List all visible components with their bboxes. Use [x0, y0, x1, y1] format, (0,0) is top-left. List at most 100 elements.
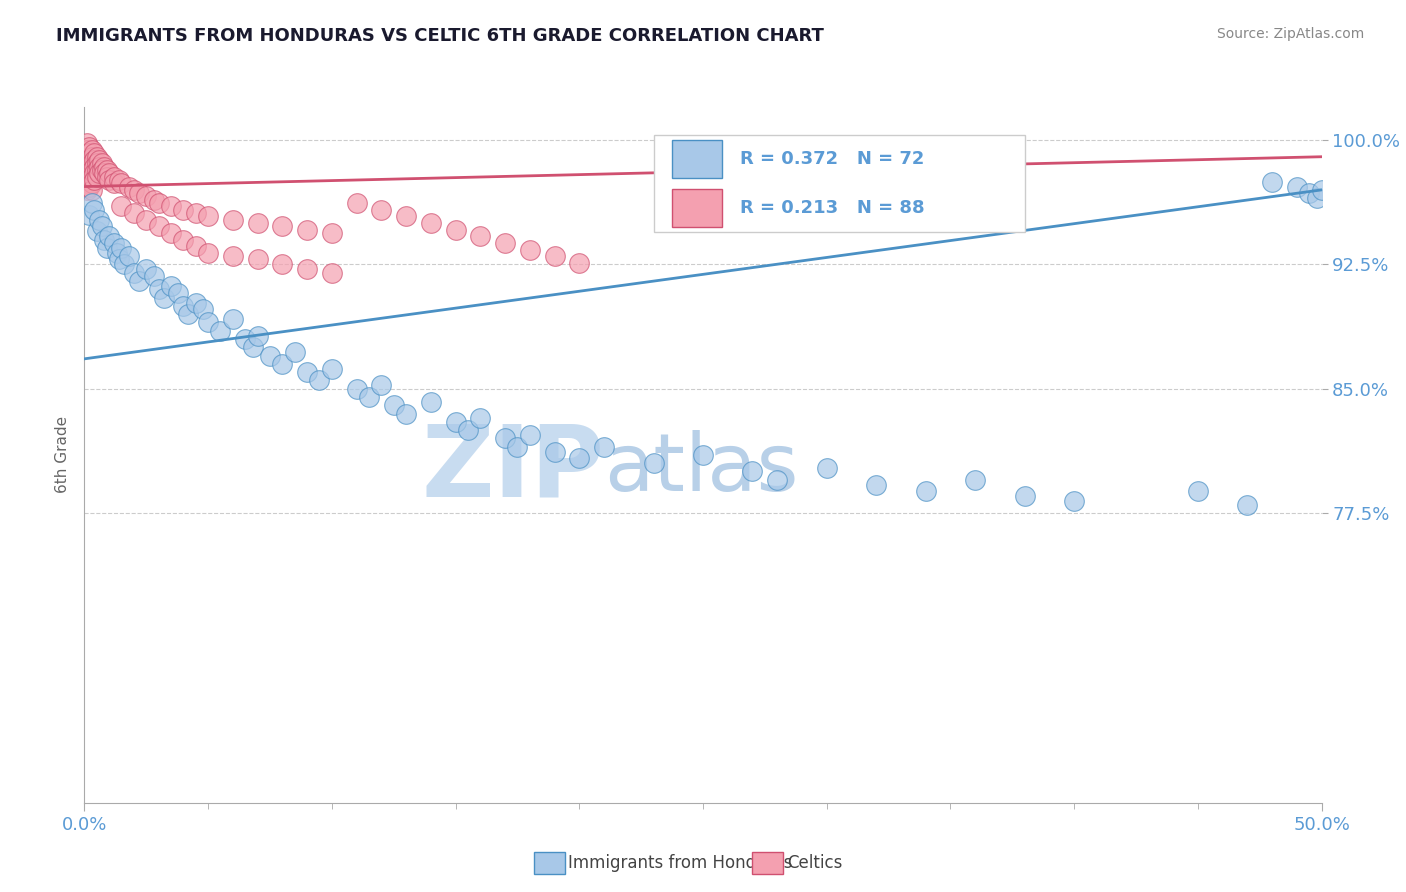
- Point: [1261, 175, 1284, 189]
- Point: [83, 153, 105, 167]
- Point: [172, 202, 194, 217]
- Point: [79, 173, 101, 187]
- Point: [110, 199, 132, 213]
- Point: [160, 226, 183, 240]
- Point: [506, 440, 529, 454]
- Point: [1310, 183, 1333, 197]
- Point: [76, 156, 98, 170]
- Point: [519, 243, 541, 257]
- Point: [105, 245, 128, 260]
- Point: [135, 212, 157, 227]
- Point: [93, 233, 115, 247]
- Point: [86, 163, 108, 178]
- Point: [543, 444, 565, 458]
- Point: [89, 212, 111, 227]
- Point: [242, 340, 264, 354]
- Point: [766, 473, 789, 487]
- Point: [80, 183, 103, 197]
- Point: [79, 166, 101, 180]
- Point: [118, 179, 141, 194]
- Point: [96, 169, 118, 184]
- Point: [167, 285, 190, 300]
- Text: ZIP: ZIP: [422, 420, 605, 517]
- Point: [470, 411, 492, 425]
- Point: [197, 245, 219, 260]
- Y-axis label: 6th Grade: 6th Grade: [55, 417, 70, 493]
- Point: [246, 252, 269, 267]
- Point: [191, 302, 214, 317]
- Point: [110, 176, 132, 190]
- Point: [148, 282, 170, 296]
- Point: [271, 257, 294, 271]
- Point: [295, 222, 318, 236]
- Point: [419, 395, 441, 409]
- Point: [83, 202, 105, 217]
- Point: [93, 160, 115, 174]
- Point: [79, 146, 101, 161]
- Point: [457, 423, 479, 437]
- Point: [79, 179, 101, 194]
- Point: [246, 328, 269, 343]
- Point: [103, 176, 125, 190]
- Point: [197, 315, 219, 329]
- Point: [470, 229, 492, 244]
- Point: [108, 173, 131, 187]
- Text: R = 0.213   N = 88: R = 0.213 N = 88: [740, 199, 925, 217]
- Point: [593, 440, 616, 454]
- Point: [148, 196, 170, 211]
- Point: [184, 239, 207, 253]
- Point: [284, 345, 307, 359]
- Point: [142, 193, 165, 207]
- Point: [965, 473, 987, 487]
- Point: [222, 312, 245, 326]
- Point: [643, 456, 665, 470]
- Point: [494, 431, 516, 445]
- Point: [76, 169, 98, 184]
- Point: [135, 262, 157, 277]
- Point: [80, 163, 103, 178]
- Point: [79, 160, 101, 174]
- Point: [259, 349, 281, 363]
- Point: [76, 143, 98, 157]
- Text: IMMIGRANTS FROM HONDURAS VS CELTIC 6TH GRADE CORRELATION CHART: IMMIGRANTS FROM HONDURAS VS CELTIC 6TH G…: [56, 27, 824, 45]
- Point: [444, 415, 467, 429]
- Point: [103, 169, 125, 184]
- Point: [321, 361, 343, 376]
- Point: [108, 252, 131, 267]
- Point: [83, 173, 105, 187]
- Point: [184, 295, 207, 310]
- Text: Source: ZipAtlas.com: Source: ZipAtlas.com: [1216, 27, 1364, 41]
- Point: [103, 235, 125, 250]
- Text: R = 0.372   N = 72: R = 0.372 N = 72: [740, 150, 925, 169]
- Point: [80, 196, 103, 211]
- Point: [148, 219, 170, 234]
- Point: [865, 477, 887, 491]
- Point: [233, 332, 256, 346]
- Point: [79, 153, 101, 167]
- Point: [93, 166, 115, 180]
- Point: [370, 202, 392, 217]
- Point: [1014, 489, 1036, 503]
- Point: [295, 262, 318, 277]
- Point: [271, 219, 294, 234]
- Point: [494, 235, 516, 250]
- Point: [568, 451, 591, 466]
- Point: [80, 169, 103, 184]
- Point: [89, 153, 111, 167]
- Point: [110, 241, 132, 255]
- Point: [172, 299, 194, 313]
- Point: [370, 378, 392, 392]
- Point: [79, 208, 101, 222]
- Point: [90, 156, 112, 170]
- Point: [80, 150, 103, 164]
- Point: [177, 307, 200, 321]
- Point: [692, 448, 714, 462]
- Point: [295, 365, 318, 379]
- Point: [90, 163, 112, 178]
- Point: [357, 390, 380, 404]
- Point: [346, 196, 368, 211]
- Point: [160, 279, 183, 293]
- Point: [914, 484, 936, 499]
- Point: [419, 216, 441, 230]
- Point: [122, 183, 145, 197]
